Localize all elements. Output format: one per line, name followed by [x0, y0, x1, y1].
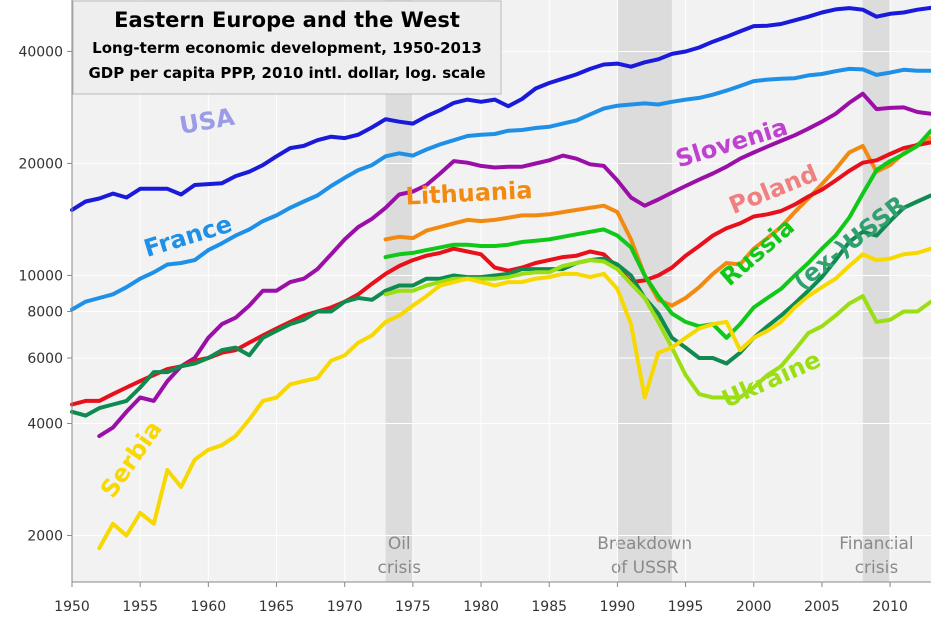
- x-tick-label: 2010: [872, 599, 908, 615]
- x-tick-label: 1955: [122, 599, 158, 615]
- shaded-period-2: [862, 0, 891, 582]
- shaded-period-label-1-line2: of USSR: [611, 558, 679, 578]
- chart-subtitle-2: GDP per capita PPP, 2010 intl. dollar, l…: [88, 64, 485, 82]
- series-line-6: [70, 193, 931, 418]
- series-line-1: [70, 66, 931, 312]
- y-tick-label: 10000: [18, 268, 63, 284]
- y-tick-label: 2000: [27, 529, 63, 545]
- shaded-period-label-1-line1: Breakdown: [597, 534, 692, 554]
- series-line-0: [70, 5, 931, 212]
- y-tick-label: 8000: [27, 305, 63, 321]
- chart-title: Eastern Europe and the West: [114, 8, 460, 32]
- series-label-3: Lithuania: [405, 176, 533, 211]
- axes: 1950 1955 1960 1965 1970 1975 1980 1985 1990 1995…: [18, 0, 931, 615]
- y-tick-label: 4000: [27, 417, 63, 433]
- y-tick-label: 40000: [18, 44, 63, 60]
- shaded-period-label-2-line1: Financial: [839, 534, 913, 554]
- x-tick-label: 1970: [327, 599, 363, 615]
- x-tick-label: 1975: [395, 599, 431, 615]
- y-tick-label: 20000: [18, 156, 63, 172]
- x-tick-label: 1960: [191, 599, 227, 615]
- x-tick-label: 1980: [463, 599, 499, 615]
- x-tick-label: 2005: [804, 599, 840, 615]
- shaded-period-label-0-line1: Oil: [388, 534, 411, 554]
- shaded-period-1: [617, 0, 672, 582]
- x-tick-label: 1995: [668, 599, 704, 615]
- x-tick-label: 1990: [600, 599, 636, 615]
- x-tick-label: 2000: [736, 599, 772, 615]
- series-line-8: [97, 246, 931, 551]
- title-box: Eastern Europe and the West Long-term ec…: [72, 0, 502, 95]
- plot-area: [72, 0, 931, 582]
- series-line-3: [383, 135, 931, 308]
- chart-subtitle-1: Long-term economic development, 1950-201…: [92, 39, 482, 57]
- x-tick-label: 1950: [54, 599, 90, 615]
- shaded-period-label-2-line2: crisis: [855, 558, 899, 578]
- x-tick-label: 1965: [259, 599, 295, 615]
- y-tick-label: 6000: [27, 351, 63, 367]
- title-box-background: [72, 0, 502, 95]
- series-lines: [70, 5, 931, 551]
- shaded-period-label-0-line2: crisis: [377, 558, 421, 578]
- series-line-2: [97, 91, 931, 439]
- shaded-periods: Oil crisis Breakdown of USSR Financial crisis: [377, 0, 914, 582]
- series-line-5: [383, 128, 931, 340]
- series-line-7: [383, 258, 931, 400]
- x-tick-label: 1985: [531, 599, 567, 615]
